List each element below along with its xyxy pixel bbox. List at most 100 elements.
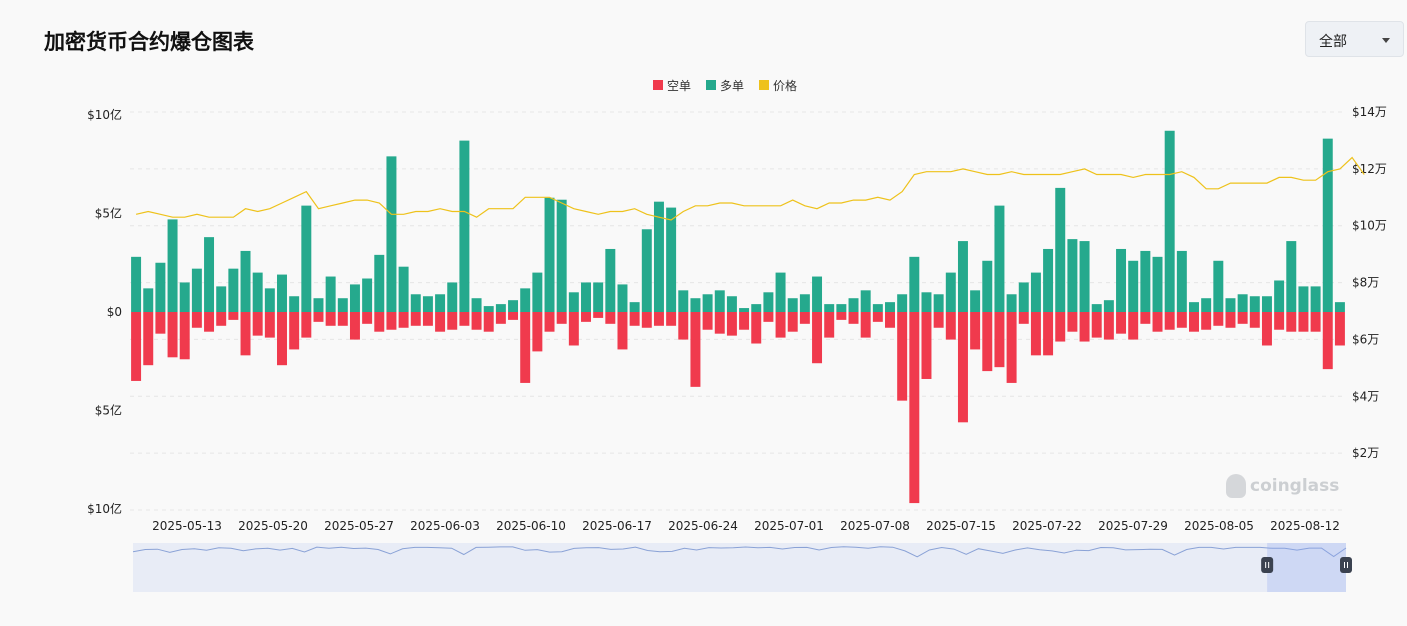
legend-label-short: 空单	[667, 79, 692, 93]
short-bar	[787, 312, 798, 332]
long-bar	[264, 288, 275, 312]
short-bar	[374, 312, 385, 332]
long-bar	[398, 266, 409, 312]
short-bar	[629, 312, 640, 326]
long-bar	[1128, 260, 1139, 312]
long-bar	[739, 308, 750, 312]
short-bar	[1176, 312, 1187, 328]
long-bar	[301, 205, 312, 312]
legend-swatch-long	[706, 80, 716, 90]
long-bar	[179, 282, 190, 312]
long-bar	[410, 294, 421, 312]
long-bar	[252, 272, 263, 312]
long-bar	[228, 268, 239, 312]
short-bar	[532, 312, 543, 352]
y-right-tick-label: $12万	[1352, 162, 1387, 176]
long-bar	[1006, 294, 1017, 312]
short-bar	[1116, 312, 1127, 334]
long-bar	[313, 298, 324, 312]
short-bar	[970, 312, 981, 350]
short-bar	[337, 312, 348, 326]
short-bar	[386, 312, 397, 330]
coin-filter-dropdown[interactable]: 全部	[1305, 21, 1404, 57]
short-bar	[1322, 312, 1333, 370]
long-bar	[1043, 248, 1054, 312]
short-bar	[1261, 312, 1272, 346]
long-bar	[653, 201, 664, 312]
y-right-tick-label: $8万	[1352, 276, 1379, 290]
chart-legend: 空单 多单 价格	[0, 76, 1407, 94]
long-bar	[1225, 298, 1236, 312]
long-bar	[714, 290, 725, 312]
short-bar	[216, 312, 227, 326]
short-bar	[410, 312, 421, 326]
short-bar	[447, 312, 458, 330]
short-bar	[495, 312, 506, 324]
short-bar	[957, 312, 968, 423]
long-bar	[885, 302, 895, 312]
long-bar	[435, 294, 446, 312]
long-bar	[1286, 241, 1297, 312]
y-right-tick-label: $10万	[1352, 219, 1387, 233]
long-bar	[1298, 286, 1309, 312]
long-bar	[289, 296, 300, 312]
long-bar	[1067, 239, 1078, 312]
short-bar	[1030, 312, 1041, 356]
short-bar	[1067, 312, 1078, 332]
long-bar	[1334, 302, 1345, 312]
short-bar	[483, 312, 494, 332]
x-tick-label: 2025-07-08	[840, 519, 910, 533]
short-bar	[277, 312, 287, 366]
short-bar	[1274, 312, 1285, 330]
short-bar	[362, 312, 373, 324]
zoom-handle-end[interactable]	[1340, 557, 1352, 573]
long-bar	[605, 248, 616, 312]
long-bar	[1030, 272, 1041, 312]
legend-label-long: 多单	[720, 79, 745, 93]
long-bar	[641, 229, 652, 312]
long-bar	[544, 197, 555, 312]
long-bar	[775, 272, 786, 312]
zoom-mini-line	[132, 546, 1347, 558]
price-line	[135, 156, 1365, 221]
short-bar	[435, 312, 446, 332]
short-bar	[313, 312, 324, 322]
x-tick-label: 2025-08-12	[1270, 519, 1340, 533]
page-title: 加密货币合约爆仓图表	[44, 30, 254, 54]
short-bar	[167, 312, 178, 358]
long-bar	[155, 262, 166, 312]
long-bar	[143, 288, 154, 312]
short-bar	[1018, 312, 1029, 324]
long-bar	[860, 290, 871, 312]
short-bar	[1286, 312, 1297, 332]
legend-swatch-price	[759, 80, 769, 90]
long-bar	[532, 272, 543, 312]
x-tick-label: 2025-07-22	[1012, 519, 1082, 533]
zoom-selection[interactable]	[1267, 543, 1346, 592]
long-bar	[349, 284, 360, 312]
long-bar	[763, 292, 774, 312]
x-tick-label: 2025-05-27	[324, 519, 394, 533]
long-bar	[1055, 187, 1066, 312]
long-bar	[167, 219, 178, 312]
long-bar	[447, 282, 458, 312]
zoom-handle-start[interactable]	[1261, 557, 1274, 573]
long-bar	[872, 304, 883, 312]
long-bar	[277, 274, 287, 312]
short-bar	[739, 312, 750, 330]
y-left-tick-label: $10亿	[87, 107, 122, 122]
long-bar	[1310, 286, 1321, 312]
long-bar	[1274, 280, 1285, 312]
long-bar	[1213, 260, 1224, 312]
long-bar	[325, 276, 336, 312]
watermark-text: coinglass	[1250, 476, 1340, 496]
x-tick-label: 2025-06-24	[668, 519, 738, 533]
long-bar	[678, 290, 689, 312]
short-bar	[544, 312, 555, 332]
short-bar	[714, 312, 725, 334]
short-bar	[848, 312, 859, 324]
short-bar	[1298, 312, 1309, 332]
short-bar	[1091, 312, 1102, 338]
long-bar	[568, 292, 579, 312]
